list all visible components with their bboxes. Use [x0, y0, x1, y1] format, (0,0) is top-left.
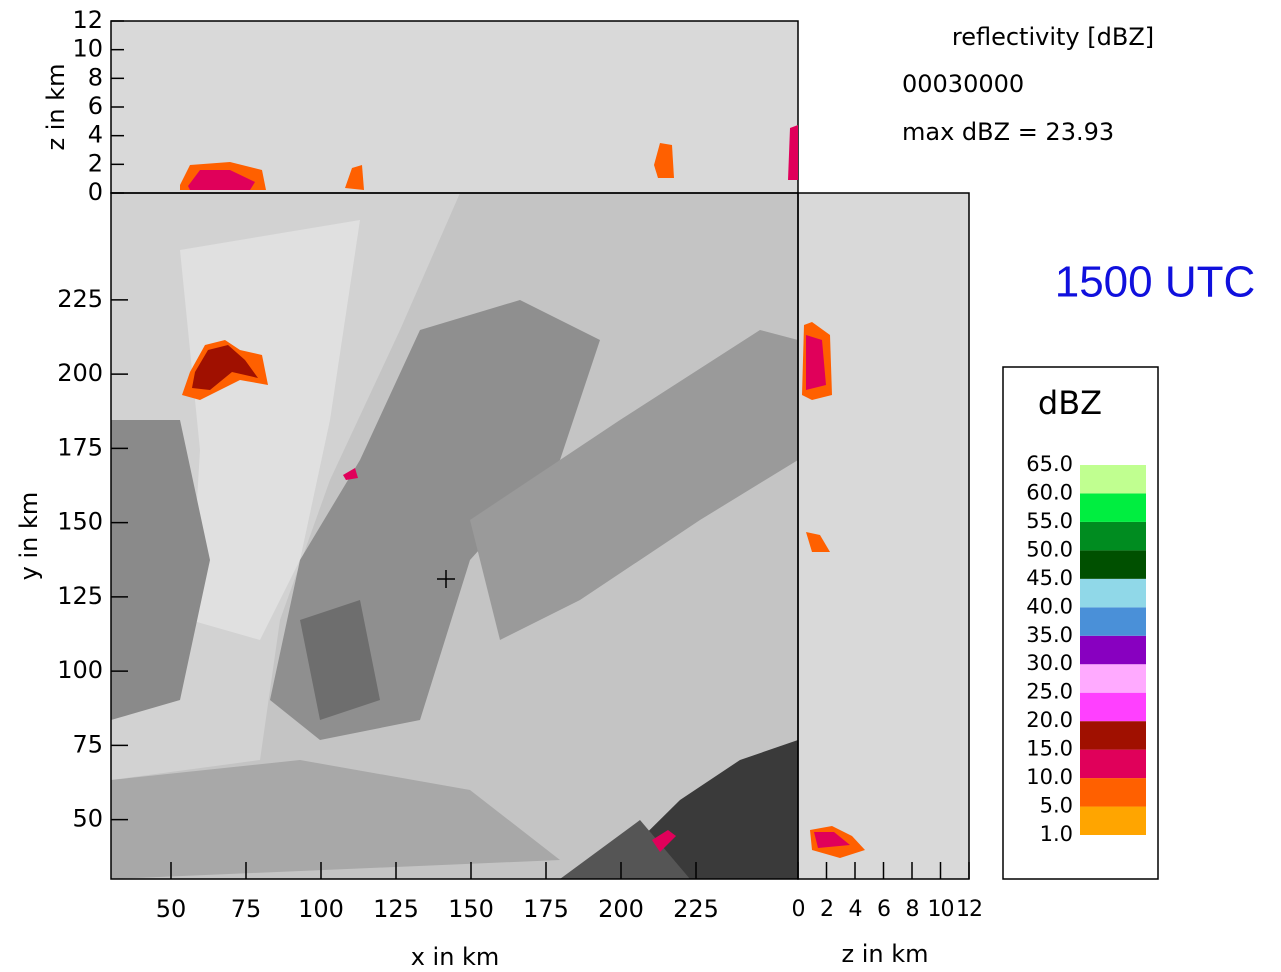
z-tick-label-top: 0	[88, 178, 103, 206]
x-tick-label: 200	[598, 895, 644, 923]
y-axis-label: y in km	[15, 492, 43, 581]
legend-label: 65.0	[1026, 452, 1073, 476]
legend-label: 55.0	[1026, 509, 1073, 533]
legend-swatch	[1080, 607, 1146, 636]
x-tick-label: 75	[231, 895, 262, 923]
x-axis-label: x in km	[411, 943, 500, 971]
center-marker	[437, 570, 455, 588]
y-tick-label: 50	[72, 805, 103, 833]
z-tick-label-right: 6	[877, 897, 890, 922]
terrain	[111, 193, 798, 879]
legend-swatch	[1080, 635, 1146, 665]
x-tick-label: 100	[298, 895, 344, 923]
z-axis-label-top: z in km	[42, 63, 70, 150]
legend-label: 10.0	[1026, 765, 1073, 789]
legend-title: dBZ	[1038, 384, 1102, 422]
z-tick-label-right: 4	[849, 897, 862, 922]
legend-swatch	[1080, 749, 1146, 779]
x-tick-label: 150	[448, 895, 494, 923]
z-tick-label-right: 8	[906, 897, 919, 922]
z-tick-label-top: 8	[88, 63, 103, 91]
annotation: max dBZ = 23.93	[902, 118, 1114, 146]
legend-swatch	[1080, 806, 1146, 835]
z-tick-label-right: 10	[928, 897, 954, 922]
legend-swatch	[1080, 465, 1146, 494]
x-tick-label: 125	[373, 895, 419, 923]
legend-swatch	[1080, 778, 1146, 807]
legend-swatch	[1080, 493, 1146, 522]
legend-label: 20.0	[1026, 708, 1073, 732]
legend-swatch	[1080, 692, 1146, 722]
legend-label: 60.0	[1026, 480, 1073, 504]
z-tick-label-right: 2	[820, 897, 833, 922]
legend-swatch	[1080, 664, 1146, 693]
y-tick-label: 175	[57, 433, 103, 461]
z-tick-label-right: 0	[792, 897, 805, 922]
x-tick-label: 175	[523, 895, 569, 923]
y-tick-label: 100	[57, 656, 103, 684]
echoes	[180, 125, 865, 858]
title: reflectivity [dBZ]	[952, 23, 1154, 51]
legend-swatch	[1080, 578, 1146, 608]
legend-swatch	[1080, 550, 1146, 579]
legend-label: 15.0	[1026, 737, 1073, 761]
legend-label: 40.0	[1026, 594, 1073, 618]
z-tick-label-top: 10	[72, 35, 103, 63]
legend-label: 30.0	[1026, 651, 1073, 675]
y-tick-label: 150	[57, 508, 103, 536]
z-tick-label-right: 12	[956, 897, 982, 922]
legend-label: 50.0	[1026, 537, 1073, 561]
z-tick-label-top: 4	[88, 121, 103, 149]
y-tick-label: 75	[72, 730, 103, 758]
y-tick-label: 200	[57, 359, 103, 387]
legend-label: 35.0	[1026, 623, 1073, 647]
z-tick-label-top: 12	[72, 6, 103, 34]
z-tick-label-top: 6	[88, 92, 103, 120]
z-axis-label: z in km	[841, 940, 928, 968]
x-tick-label: 50	[156, 895, 187, 923]
right-panel	[798, 193, 969, 879]
legend-swatch	[1080, 721, 1146, 750]
legend-label: 45.0	[1026, 566, 1073, 590]
time-label: 1500 UTC	[1055, 258, 1256, 307]
y-tick-label: 225	[57, 285, 103, 313]
x-tick-label: 225	[673, 895, 719, 923]
z-tick-label-top: 2	[88, 149, 103, 177]
legend-label: 25.0	[1026, 680, 1073, 704]
legend-label: 5.0	[1040, 794, 1073, 818]
y-tick-label: 125	[57, 582, 103, 610]
legend-swatch	[1080, 521, 1146, 551]
legend-label: 1.0	[1040, 822, 1073, 846]
subtitle: 00030000	[902, 70, 1024, 98]
